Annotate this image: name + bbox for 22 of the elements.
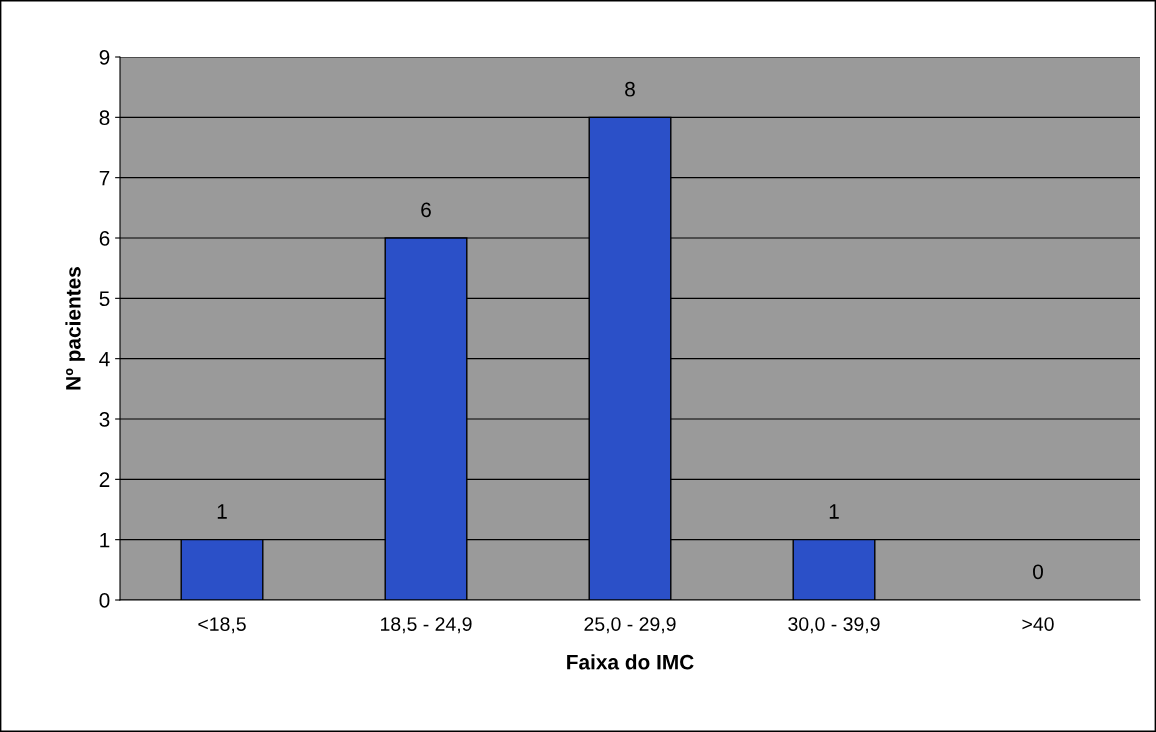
x-tick-label: 25,0 - 29,9 xyxy=(584,617,676,634)
y-tick-label: 0 xyxy=(99,593,110,608)
x-axis-title: Faixa do IMC xyxy=(567,654,694,670)
y-tick-label: 4 xyxy=(99,351,110,367)
data-label: 1 xyxy=(829,504,839,519)
y-tick-label: 5 xyxy=(99,291,110,307)
x-tick-label: >40 xyxy=(1022,617,1054,631)
data-label: 8 xyxy=(625,81,635,97)
y-tick-label: 9 xyxy=(99,50,110,65)
y-tick-label: 6 xyxy=(99,231,110,246)
data-label: 6 xyxy=(421,202,431,218)
y-tick-label: 3 xyxy=(99,412,110,427)
y-tick-label: 1 xyxy=(100,532,110,548)
y-tick-label: 7 xyxy=(99,170,110,186)
x-tick-label: 30,0 - 39,9 xyxy=(788,617,880,634)
y-tick-label: 2 xyxy=(99,472,110,487)
data-label: 1 xyxy=(217,504,227,519)
y-tick-label: 8 xyxy=(99,110,110,126)
y-axis-title: Nº pacientes xyxy=(65,267,85,390)
x-tick-label: <18,5 xyxy=(198,617,246,634)
x-tick-label: 18,5 - 24,9 xyxy=(381,617,472,634)
data-label: 0 xyxy=(1033,564,1043,580)
